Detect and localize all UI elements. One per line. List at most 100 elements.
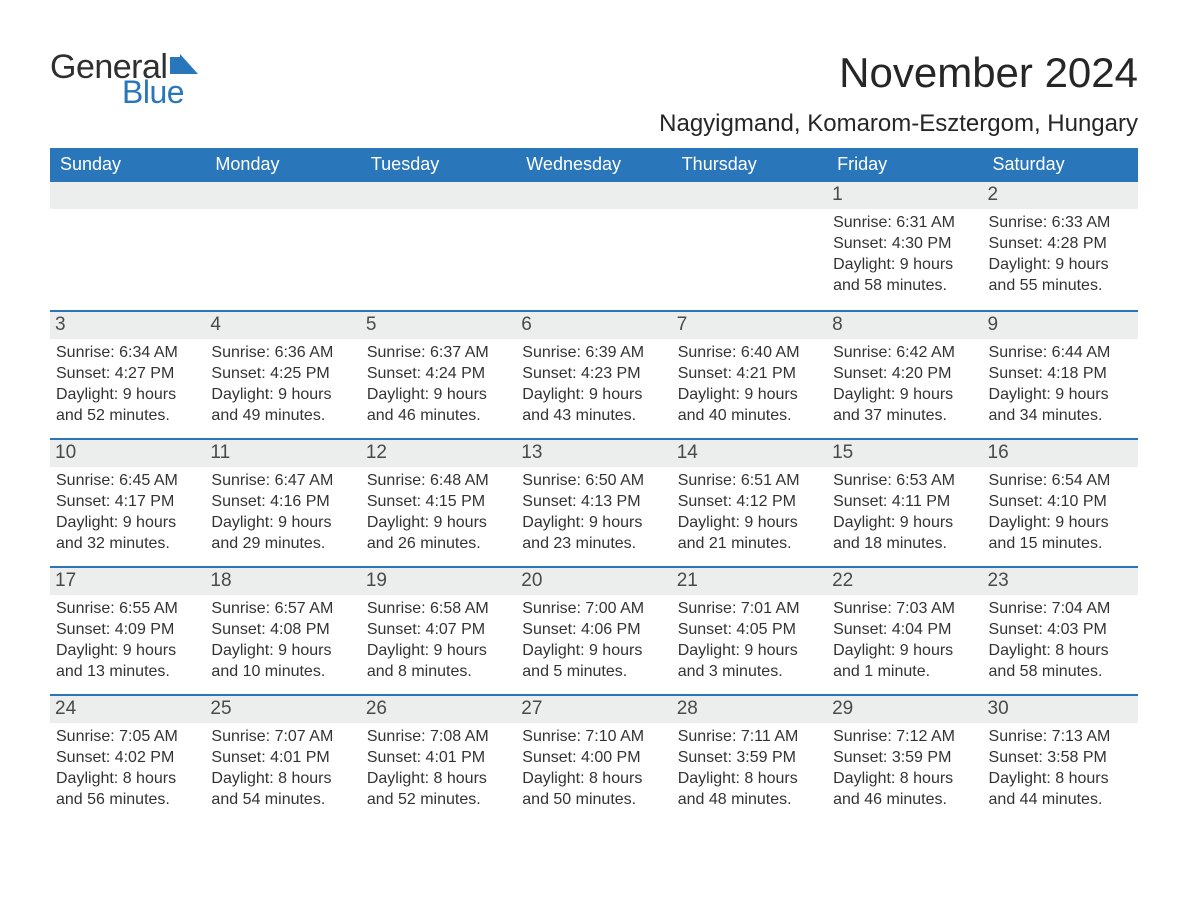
sunrise-line: Sunrise: 7:13 AM [989,727,1132,748]
day-number: 9 [983,312,1138,339]
sunset-line: Sunset: 4:16 PM [211,492,354,513]
daylight-line-1: Daylight: 9 hours [678,513,821,534]
sunrise-line: Sunrise: 6:55 AM [56,599,199,620]
daylight-line-1: Daylight: 8 hours [678,769,821,790]
weekday-header: Sunday [50,148,205,182]
sunset-line: Sunset: 4:04 PM [833,620,976,641]
sunset-line: Sunset: 4:06 PM [522,620,665,641]
daylight-line-2: and 18 minutes. [833,534,976,555]
calendar-weeks: 1Sunrise: 6:31 AMSunset: 4:30 PMDaylight… [50,182,1138,822]
day-cell: 24Sunrise: 7:05 AMSunset: 4:02 PMDayligh… [50,696,205,822]
day-cell: 14Sunrise: 6:51 AMSunset: 4:12 PMDayligh… [672,440,827,566]
day-number: 11 [205,440,360,467]
header-row: General Blue November 2024 Nagyigmand, K… [50,50,1138,138]
sunrise-line: Sunrise: 6:39 AM [522,343,665,364]
weekday-header: Tuesday [361,148,516,182]
daylight-line-1: Daylight: 9 hours [678,385,821,406]
sunrise-line: Sunrise: 6:40 AM [678,343,821,364]
daylight-line-2: and 15 minutes. [989,534,1132,555]
day-cell: 29Sunrise: 7:12 AMSunset: 3:59 PMDayligh… [827,696,982,822]
day-number: 4 [205,312,360,339]
daylight-line-1: Daylight: 9 hours [989,255,1132,276]
sunset-line: Sunset: 4:10 PM [989,492,1132,513]
daylight-line-2: and 37 minutes. [833,406,976,427]
day-number: 7 [672,312,827,339]
sunrise-line: Sunrise: 7:04 AM [989,599,1132,620]
day-number: 12 [361,440,516,467]
day-number: 14 [672,440,827,467]
daylight-line-2: and 13 minutes. [56,662,199,683]
weekday-header: Wednesday [516,148,671,182]
daylight-line-2: and 5 minutes. [522,662,665,683]
daylight-line-1: Daylight: 9 hours [211,385,354,406]
week-row: 3 Sunrise: 6:34 AMSunset: 4:27 PM Daylight… [50,310,1138,438]
day-number: 21 [672,568,827,595]
daylight-line-2: and 58 minutes. [833,276,976,297]
day-cell: 18Sunrise: 6:57 AMSunset: 4:08 PMDayligh… [205,568,360,694]
daylight-line-2: and 8 minutes. [367,662,510,683]
weekday-header: Saturday [983,148,1138,182]
day-number: 19 [361,568,516,595]
week-row: 17Sunrise: 6:55 AMSunset: 4:09 PMDayligh… [50,566,1138,694]
day-number [516,182,671,209]
day-number: 6 [516,312,671,339]
sunset-line: Sunset: 4:18 PM [989,364,1132,385]
sunset-line: Sunset: 4:01 PM [211,748,354,769]
daylight-line-1: Daylight: 9 hours [833,255,976,276]
sunrise-line: Sunrise: 6:37 AM [367,343,510,364]
day-number: 30 [983,696,1138,723]
sunrise-line: Sunrise: 7:10 AM [522,727,665,748]
daylight-line-2: and 46 minutes. [833,790,976,811]
daylight-line-2: and 10 minutes. [211,662,354,683]
day-number: 3 [50,312,205,339]
daylight-line-1: Daylight: 9 hours [367,641,510,662]
weekday-header: Friday [827,148,982,182]
sunrise-line: Sunrise: 6:47 AM [211,471,354,492]
daylight-line-1: Daylight: 9 hours [522,641,665,662]
sunset-line: Sunset: 4:03 PM [989,620,1132,641]
week-row: 1Sunrise: 6:31 AMSunset: 4:30 PMDaylight… [50,182,1138,310]
daylight-line-1: Daylight: 9 hours [989,385,1132,406]
day-cell [361,182,516,310]
sunrise-line: Sunrise: 6:44 AM [989,343,1132,364]
day-cell: 26Sunrise: 7:08 AMSunset: 4:01 PMDayligh… [361,696,516,822]
sunrise-line: Sunrise: 6:42 AM [833,343,976,364]
daylight-line-2: and 50 minutes. [522,790,665,811]
daylight-line-2: and 58 minutes. [989,662,1132,683]
sunrise-line: Sunrise: 7:08 AM [367,727,510,748]
daylight-line-1: Daylight: 9 hours [833,513,976,534]
day-number: 13 [516,440,671,467]
daylight-line-2: and 21 minutes. [678,534,821,555]
day-number: 1 [827,182,982,209]
sunrise-line: Sunrise: 7:01 AM [678,599,821,620]
sunrise-line: Sunrise: 7:03 AM [833,599,976,620]
page: General Blue November 2024 Nagyigmand, K… [0,0,1188,918]
weekday-header: Monday [205,148,360,182]
sunset-line: Sunset: 4:30 PM [833,234,976,255]
daylight-line-2: and 52 minutes. [56,406,199,427]
sunrise-line: Sunrise: 6:45 AM [56,471,199,492]
sunset-line: Sunset: 4:12 PM [678,492,821,513]
week-row: 24Sunrise: 7:05 AMSunset: 4:02 PMDayligh… [50,694,1138,822]
sunset-line: Sunset: 4:27 PM [56,364,199,385]
day-cell [205,182,360,310]
day-cell [516,182,671,310]
daylight-line-2: and 46 minutes. [367,406,510,427]
day-cell: 15Sunrise: 6:53 AMSunset: 4:11 PMDayligh… [827,440,982,566]
sunset-line: Sunset: 4:23 PM [522,364,665,385]
sunset-line: Sunset: 4:13 PM [522,492,665,513]
calendar: SundayMondayTuesdayWednesdayThursdayFrid… [50,148,1138,822]
daylight-line-2: and 34 minutes. [989,406,1132,427]
daylight-line-1: Daylight: 9 hours [989,513,1132,534]
daylight-line-1: Daylight: 9 hours [211,641,354,662]
daylight-line-1: Daylight: 9 hours [678,641,821,662]
sunset-line: Sunset: 4:25 PM [211,364,354,385]
daylight-line-2: and 3 minutes. [678,662,821,683]
sunset-line: Sunset: 4:09 PM [56,620,199,641]
day-cell: 11Sunrise: 6:47 AMSunset: 4:16 PMDayligh… [205,440,360,566]
sunrise-line: Sunrise: 6:34 AM [56,343,199,364]
sunrise-line: Sunrise: 7:07 AM [211,727,354,748]
sunset-line: Sunset: 4:20 PM [833,364,976,385]
daylight-line-2: and 55 minutes. [989,276,1132,297]
weekday-header: Thursday [672,148,827,182]
